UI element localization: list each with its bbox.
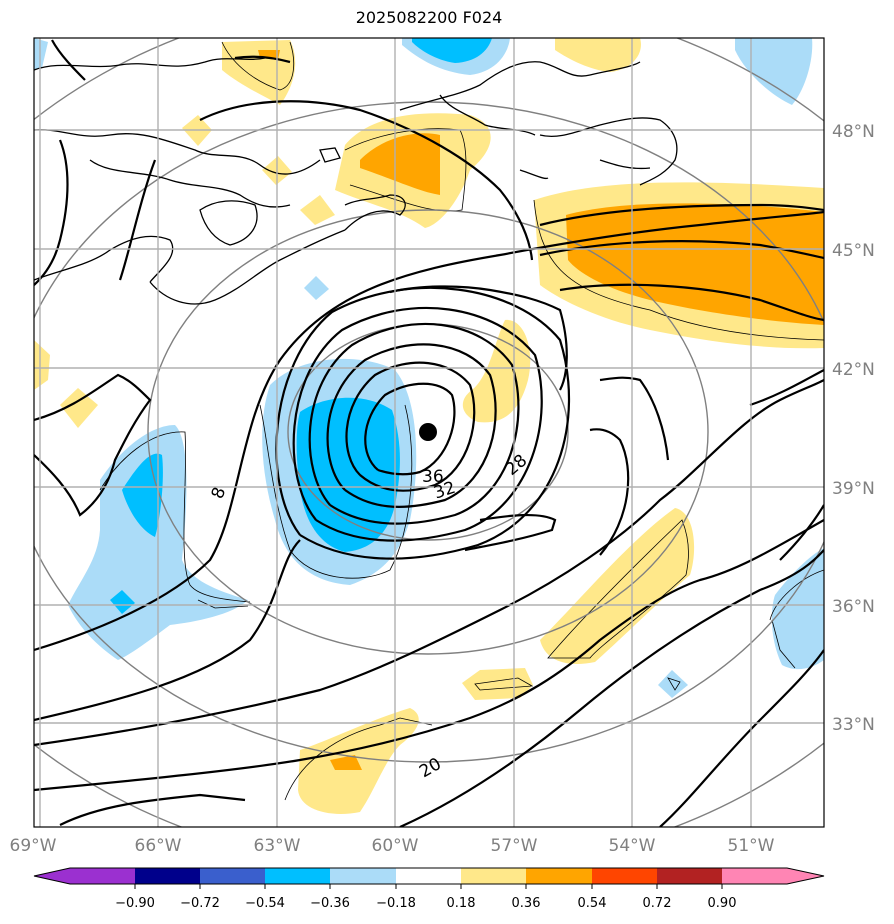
positive-anomaly-west	[34, 340, 50, 390]
lon-label-60w: 60°W	[372, 836, 419, 856]
colorbar-bin-2	[135, 868, 200, 884]
colorbar-tick-label: −0.36	[310, 896, 350, 911]
positive-anomaly-north-core	[360, 133, 440, 195]
colorbar-under-extension	[34, 868, 70, 884]
negative-anomaly-small-1	[304, 276, 329, 300]
lat-label-33n: 33°N	[832, 715, 875, 735]
colorbar-bin-10	[657, 868, 722, 884]
positive-anomaly-southeast	[540, 508, 695, 664]
colorbar-bin-1	[70, 868, 135, 884]
colorbar-bin-4	[265, 868, 330, 884]
colorbar-outline	[33, 867, 825, 885]
colorbar-tick-label: −0.18	[376, 896, 416, 911]
colorbar-over-extension	[787, 868, 824, 884]
positive-anomaly-south	[298, 708, 419, 814]
latitude-labels: 48°N 45°N 42°N 39°N 36°N 33°N	[832, 122, 875, 735]
lon-label-66w: 66°W	[135, 836, 182, 856]
positive-anomaly-top-right	[555, 38, 641, 72]
longitude-labels: 69°W 66°W 63°W 60°W 57°W 54°W 51°W	[10, 836, 775, 856]
colorbar-bin-5	[330, 868, 396, 884]
colorbar-bin-8	[526, 868, 592, 884]
lon-label-54w: 54°W	[609, 836, 656, 856]
positive-anomaly-small-3	[300, 195, 335, 225]
lat-label-39n: 39°N	[832, 479, 875, 499]
bold-contours	[34, 39, 824, 827]
contour-label-36: 36	[422, 467, 444, 487]
colorbar-bin-7	[461, 868, 526, 884]
negative-anomaly-east	[771, 548, 824, 670]
negative-anomaly-top-core	[412, 38, 492, 63]
negative-anomaly-small-2	[658, 670, 688, 698]
colorbar-tick-label: −0.90	[115, 896, 155, 911]
negative-anomaly-top-right	[735, 38, 813, 105]
map-layers: 36 32 28 8 20	[34, 38, 824, 827]
low-center-marker	[419, 423, 437, 441]
lat-label-48n: 48°N	[832, 122, 875, 142]
lat-label-42n: 42°N	[832, 360, 875, 380]
negative-anomaly-west-core-2	[110, 590, 135, 614]
colorbar-tick-label: 0.54	[578, 896, 607, 911]
colorbar-bin-3	[200, 868, 265, 884]
colorbar-tick-label: 0.18	[447, 896, 476, 911]
lat-label-36n: 36°N	[832, 597, 875, 617]
colorbar-tick-label: −0.72	[180, 896, 220, 911]
colorbar-ticks	[134, 884, 723, 889]
colorbar: −0.90 −0.72 −0.54 −0.36 −0.18 0.18 0.36 …	[33, 867, 825, 911]
graticule	[34, 38, 824, 827]
colorbar-tick-label: 0.90	[708, 896, 737, 911]
lon-label-57w: 57°W	[491, 836, 538, 856]
lon-label-69w: 69°W	[10, 836, 57, 856]
map-border	[33, 37, 825, 828]
lon-label-63w: 63°W	[254, 836, 301, 856]
plot-title: 2025082200 F024	[355, 8, 503, 27]
negative-anomaly-top-left	[34, 38, 48, 70]
colorbar-tick-label: 0.72	[643, 896, 672, 911]
colorbar-tick-label: −0.54	[245, 896, 285, 911]
negative-anomaly-near-low-core	[296, 397, 400, 552]
positive-anomaly-south-core	[330, 755, 362, 770]
colorbar-tick-label: 0.36	[512, 896, 541, 911]
positive-anomaly-small-4	[462, 668, 533, 700]
positive-anomaly-west-2	[60, 388, 98, 428]
lat-label-45n: 45°N	[832, 241, 875, 261]
colorbar-bin-6	[396, 868, 461, 884]
colorbar-bin-9	[592, 868, 657, 884]
lon-label-51w: 51°W	[728, 836, 775, 856]
colorbar-bin-11	[722, 868, 787, 884]
